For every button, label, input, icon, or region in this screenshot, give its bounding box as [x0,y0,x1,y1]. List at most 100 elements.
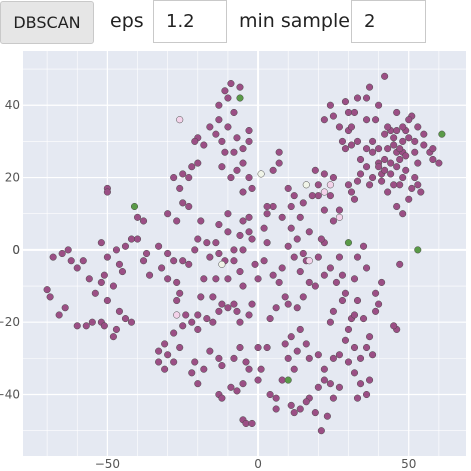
data-point [338,137,346,145]
data-point [176,289,184,297]
data-point [281,340,289,348]
y-tick-label: 0 [12,243,20,257]
data-point [49,253,57,261]
data-point [155,358,163,366]
data-point [284,300,292,308]
data-point [233,134,241,142]
data-point [109,333,117,341]
data-point [347,123,356,131]
data-point [329,112,337,120]
data-point [341,336,350,344]
data-point [275,148,283,156]
data-point [97,239,105,247]
data-point [414,123,422,131]
data-point [347,188,356,196]
data-point [218,163,226,171]
data-point [272,304,280,312]
data-point [230,108,238,117]
data-point [414,159,422,167]
data-point [363,264,371,272]
data-point [245,365,253,373]
data-point [206,347,214,355]
data-point [278,264,286,272]
data-point [363,343,371,352]
data-point [245,127,253,135]
data-point [164,249,172,258]
data-point [103,188,111,196]
data-point [185,174,193,182]
data-point [402,166,410,174]
data-point [344,181,353,189]
data-point [248,300,256,308]
data-point [375,101,383,109]
data-point [363,163,371,171]
data-point [209,293,217,301]
data-point [242,419,250,428]
data-point [164,275,172,283]
data-point [353,296,362,305]
data-point [290,365,298,373]
data-point [143,249,151,258]
data-point [293,304,301,312]
data-point [335,123,343,131]
data-point [353,94,362,102]
data-point [329,394,337,402]
data-point [164,351,172,359]
data-point [356,170,365,178]
data-point [115,260,123,268]
data-point [372,116,380,124]
data-point [218,137,226,145]
min-sample-input[interactable]: 2 [351,0,426,43]
data-point [350,195,359,203]
data-point [384,123,392,131]
data-point [381,166,389,174]
data-point [399,174,407,182]
data-point [387,170,395,178]
data-point [133,235,142,243]
data-point [335,253,343,261]
data-point [302,398,310,406]
data-point [91,289,99,297]
data-point [239,217,247,225]
data-point [375,145,383,153]
data-point [326,318,334,326]
data-point [335,383,343,391]
data-point [341,98,350,106]
x-tick-label: 50 [401,457,416,471]
data-point [139,217,148,225]
data-point [158,264,166,272]
data-point [245,311,253,319]
data-point [417,188,425,196]
data-point [215,307,223,315]
data-point [296,213,304,221]
data-point [170,257,178,265]
data-point [353,177,362,185]
data-point [176,343,184,352]
data-point [263,202,271,211]
data-point [317,427,325,435]
data-point [173,296,181,305]
data-point [215,249,223,258]
data-point [109,282,117,290]
data-point [402,152,410,160]
data-point [215,354,223,362]
data-point [329,174,337,182]
data-point [350,275,359,283]
data-point [414,246,422,254]
data-point [115,307,123,315]
data-point [227,79,235,88]
data-point [387,159,395,167]
data-point [363,145,371,153]
data-point [266,390,274,399]
data-point [293,235,301,243]
data-point [335,206,343,214]
dbscan-run-button[interactable]: DBSCAN [0,1,94,44]
data-point [185,202,193,211]
data-point [359,242,368,250]
data-point [287,333,295,341]
data-point [200,275,208,283]
data-point [263,343,271,352]
data-point [170,174,178,182]
eps-input[interactable]: 1.2 [153,0,227,43]
